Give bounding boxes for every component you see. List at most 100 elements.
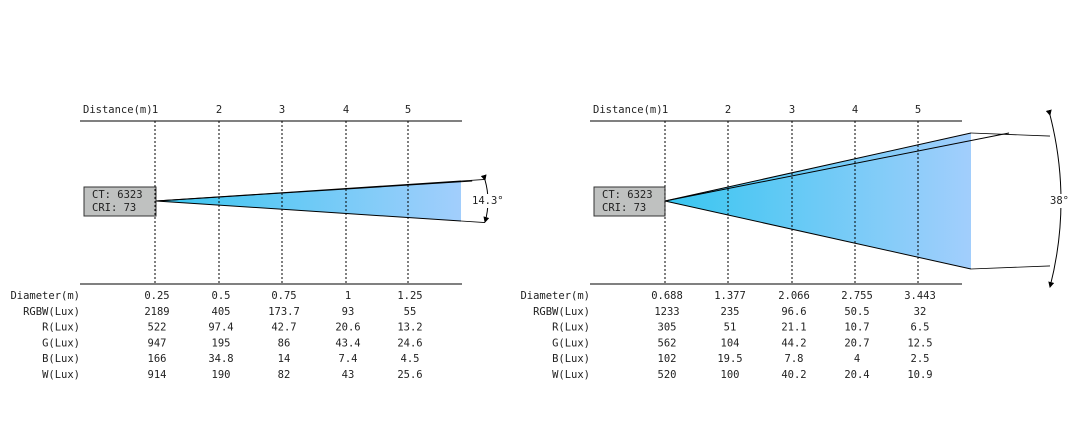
- beam-edge-ext: [970, 265, 1051, 270]
- beam-angle: 14.3°: [472, 195, 504, 207]
- cell: 6.5: [911, 322, 930, 334]
- row-label: B(Lux): [552, 353, 590, 365]
- cell: 20.7: [844, 337, 869, 349]
- cell: 93: [342, 306, 355, 318]
- angle-bg: [1047, 194, 1067, 208]
- cri: CRI: 73: [92, 202, 136, 214]
- cell: 20.6: [335, 322, 360, 334]
- cell: 562: [658, 337, 677, 349]
- fixture: [83, 186, 157, 217]
- distance-tick: 5: [405, 104, 411, 116]
- beam-edge: [664, 132, 1010, 202]
- cell: 32: [914, 306, 927, 318]
- cell: 190: [212, 369, 231, 381]
- beam: [665, 133, 971, 269]
- cell: 2.5: [911, 353, 930, 365]
- cell: 305: [658, 322, 677, 334]
- cell: 3.443: [904, 290, 936, 302]
- beam-edge: [155, 180, 462, 202]
- cell: 1: [345, 290, 351, 302]
- cell: 10.7: [844, 322, 869, 334]
- row-label: G(Lux): [552, 337, 590, 349]
- cell: 104: [721, 337, 740, 349]
- cri: CRI: 73: [602, 202, 646, 214]
- beam-edge-ext: [460, 179, 486, 182]
- distance-tick: 2: [725, 104, 731, 116]
- cell: 34.8: [208, 353, 233, 365]
- distance-tick: 2: [216, 104, 222, 116]
- cell: 0.75: [271, 290, 296, 302]
- cell: 96.6: [781, 306, 806, 318]
- cell: 102: [658, 353, 677, 365]
- cell: 55: [404, 306, 417, 318]
- cell: 12.5: [907, 337, 932, 349]
- cell: 1.25: [397, 290, 422, 302]
- cell: 235: [721, 306, 740, 318]
- cell: 21.1: [781, 322, 806, 334]
- cell: 100: [721, 369, 740, 381]
- row-label: G(Lux): [42, 337, 80, 349]
- cell: 7.4: [339, 353, 358, 365]
- ct: CT: 6323: [92, 189, 143, 201]
- beam: [156, 181, 461, 221]
- cell: 97.4: [208, 322, 233, 334]
- distance-label: Distance(m): [83, 104, 153, 116]
- cell: 43.4: [335, 337, 360, 349]
- cell: 0.5: [212, 290, 231, 302]
- beam-edge: [155, 200, 462, 222]
- cell: 520: [658, 369, 677, 381]
- cell: 0.25: [144, 290, 169, 302]
- row-label: RGBW(Lux): [23, 306, 80, 318]
- cell: 166: [148, 353, 167, 365]
- cell: 86: [278, 337, 291, 349]
- distance-tick: 3: [789, 104, 795, 116]
- cell: 7.8: [785, 353, 804, 365]
- ct: CT: 6323: [602, 189, 653, 201]
- cell: 195: [212, 337, 231, 349]
- cell: 14: [278, 353, 291, 365]
- row-label: R(Lux): [552, 322, 590, 334]
- beam-edge-ext: [460, 220, 486, 223]
- cell: 2.755: [841, 290, 873, 302]
- row-label: B(Lux): [42, 353, 80, 365]
- row-label: Diameter(m): [520, 290, 590, 302]
- cell: 44.2: [781, 337, 806, 349]
- cell: 20.4: [844, 369, 869, 381]
- angle-bg: [469, 194, 497, 208]
- cell: 173.7: [268, 306, 300, 318]
- cell: 522: [148, 322, 167, 334]
- cell: 4: [854, 353, 860, 365]
- cell: 13.2: [397, 322, 422, 334]
- row-label: R(Lux): [42, 322, 80, 334]
- cell: 2.066: [778, 290, 810, 302]
- distance-tick: 4: [343, 104, 349, 116]
- cell: 1233: [654, 306, 679, 318]
- distance-tick: 5: [915, 104, 921, 116]
- cell: 10.9: [907, 369, 932, 381]
- cell: 0.688: [651, 290, 683, 302]
- cell: 42.7: [271, 322, 296, 334]
- beam-edge: [664, 200, 972, 270]
- cell: 50.5: [844, 306, 869, 318]
- cell: 2189: [144, 306, 169, 318]
- cell: 82: [278, 369, 291, 381]
- distance-label: Distance(m): [593, 104, 663, 116]
- row-label: W(Lux): [42, 369, 80, 381]
- beam-edge-ext: [970, 132, 1051, 137]
- distance-tick: 1: [152, 104, 158, 116]
- cell: 24.6: [397, 337, 422, 349]
- cell: 25.6: [397, 369, 422, 381]
- row-label: RGBW(Lux): [533, 306, 590, 318]
- cell: 405: [212, 306, 231, 318]
- cell: 1.377: [714, 290, 746, 302]
- cell: 947: [148, 337, 167, 349]
- beam-angle: 38°: [1050, 195, 1069, 207]
- row-label: Diameter(m): [10, 290, 80, 302]
- distance-tick: 1: [662, 104, 668, 116]
- distance-tick: 3: [279, 104, 285, 116]
- cell: 51: [724, 322, 737, 334]
- cell: 43: [342, 369, 355, 381]
- cell: 914: [148, 369, 167, 381]
- distance-tick: 4: [852, 104, 858, 116]
